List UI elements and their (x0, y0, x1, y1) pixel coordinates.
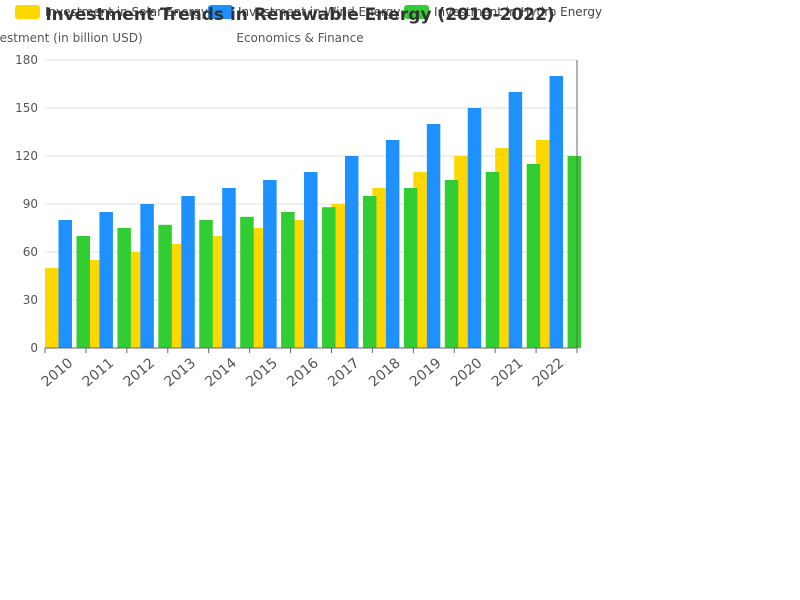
legend-label: Investment in Solar Energy (45, 5, 208, 19)
bar-investment-in-wind-energy-2020[interactable] (467, 108, 482, 348)
bar-investment-in-hydro-energy-2015[interactable] (281, 212, 295, 348)
legend-item[interactable]: Investment in Solar Energy (15, 5, 208, 19)
bar-investment-in-hydro-energy-2020[interactable] (485, 172, 500, 348)
bar-investment-in-wind-energy-2012[interactable] (140, 204, 154, 348)
bar-investment-in-wind-energy-2010[interactable] (58, 220, 73, 348)
legend-label: Investment in Wind Energy (238, 5, 401, 19)
bar-investment-in-hydro-energy-2014[interactable] (240, 216, 254, 348)
legend-swatch (208, 5, 233, 19)
y-tick-label: 0 (30, 341, 38, 355)
x-tick-label: 2016 (284, 355, 322, 390)
bar-investment-in-hydro-energy-2017[interactable] (362, 196, 377, 348)
y-axis: 0 30 60 90 120 150 180 (15, 53, 38, 355)
bar-investment-in-wind-energy-2011[interactable] (99, 212, 113, 348)
legend-swatch (404, 5, 429, 19)
legend-item[interactable]: Investment in Wind Energy (208, 5, 401, 19)
bar-investment-in-solar-energy-2010[interactable] (45, 268, 59, 348)
bar-investment-in-wind-energy-2017[interactable] (344, 156, 359, 348)
bar-investment-in-hydro-energy-2012[interactable] (158, 224, 172, 348)
bar-investment-in-hydro-energy-2011[interactable] (117, 228, 131, 348)
legend-swatch (15, 5, 40, 19)
bar-investment-in-wind-energy-2018[interactable] (385, 140, 400, 348)
x-tick-label: 2022 (530, 355, 568, 390)
legend: Investment in Solar Energy Investment in … (15, 5, 602, 19)
bar-investment-in-hydro-energy-2021[interactable] (526, 164, 541, 348)
bar-investment-in-wind-energy-2019[interactable] (426, 124, 441, 348)
chart-subtitle: Economics & Finance (236, 31, 363, 45)
chart-title: Investment Trends in Renewable Energy (2… (45, 5, 554, 25)
x-tick-label: 2020 (448, 355, 486, 390)
bar-investment-in-wind-energy-2022[interactable] (549, 76, 564, 348)
x-tick-label: 2018 (366, 355, 404, 390)
bar-investment-in-wind-energy-2016[interactable] (304, 172, 318, 348)
bar-investment-in-wind-energy-2021[interactable] (508, 92, 523, 348)
bar-investment-in-hydro-energy-2019[interactable] (444, 180, 459, 348)
x-tick-label: 2019 (407, 355, 445, 390)
y-tick-label: 180 (15, 53, 38, 67)
bars (45, 76, 582, 348)
bar-investment-in-hydro-energy-2016[interactable] (322, 207, 336, 348)
x-tick-label: 2017 (325, 355, 363, 390)
bar-investment-in-hydro-energy-2018[interactable] (403, 188, 418, 348)
bar-investment-in-wind-energy-2014[interactable] (222, 188, 236, 348)
legend-item[interactable]: Investment in Hydro Energy (404, 5, 602, 19)
x-tick-label: 2010 (39, 355, 77, 390)
y-tick-label: 90 (23, 197, 38, 211)
bar-investment-in-hydro-energy-2022[interactable] (567, 156, 582, 348)
legend-label: Investment in Hydro Energy (434, 5, 602, 19)
x-tick-label: 2014 (202, 355, 240, 390)
x-tick-label: 2011 (80, 355, 118, 390)
bar-investment-in-wind-energy-2013[interactable] (181, 196, 195, 348)
bar-investment-in-wind-energy-2015[interactable] (263, 180, 277, 348)
y-tick-label: 120 (15, 149, 38, 163)
y-tick-label: 60 (23, 245, 38, 259)
x-tick-label: 2015 (243, 355, 281, 390)
y-tick-label: 150 (15, 101, 38, 115)
bar-investment-in-hydro-energy-2010[interactable] (76, 236, 91, 348)
y-tick-label: 30 (23, 293, 38, 307)
y-axis-label: Investment (in billion USD) (0, 31, 143, 45)
x-tick-label: 2013 (161, 355, 199, 390)
x-tick-label: 2021 (489, 355, 527, 390)
x-tick-label: 2012 (121, 355, 159, 390)
bar-investment-in-hydro-energy-2013[interactable] (199, 220, 213, 348)
